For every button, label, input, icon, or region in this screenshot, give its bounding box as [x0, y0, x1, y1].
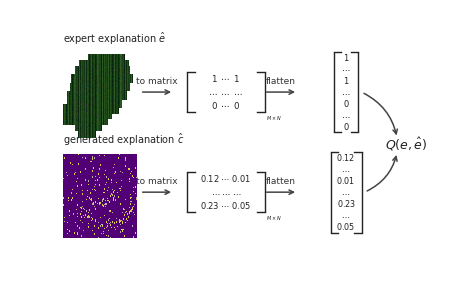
Text: $0$: $0$ [343, 98, 349, 109]
Text: flatten: flatten [266, 77, 296, 86]
Text: $0.23 \; \cdots \; 0.05$: $0.23 \; \cdots \; 0.05$ [201, 200, 251, 211]
Text: $\cdots$: $\cdots$ [341, 188, 351, 197]
Text: $1$: $1$ [343, 52, 349, 63]
Text: $_{M \times N}$: $_{M \times N}$ [266, 214, 282, 223]
Text: $0.05$: $0.05$ [337, 221, 356, 232]
Text: $\cdots$: $\cdots$ [341, 164, 351, 174]
Text: $Q(e, \hat{e})$: $Q(e, \hat{e})$ [385, 136, 428, 153]
Text: $\cdots$: $\cdots$ [341, 88, 351, 97]
Text: to matrix: to matrix [136, 77, 178, 86]
Text: $0.12 \; \cdots \; 0.01$: $0.12 \; \cdots \; 0.01$ [200, 173, 252, 184]
Text: expert explanation $\hat{e}$: expert explanation $\hat{e}$ [63, 31, 166, 47]
Text: $\cdots$: $\cdots$ [341, 111, 351, 120]
Text: $\cdots$: $\cdots$ [341, 64, 351, 74]
Text: $\cdots$: $\cdots$ [341, 211, 351, 220]
Text: $0.01$: $0.01$ [337, 175, 356, 186]
Text: $_{M \times N}$: $_{M \times N}$ [266, 114, 282, 123]
Text: $\cdots \enspace \cdots \enspace \cdots$: $\cdots \enspace \cdots \enspace \cdots$ [208, 88, 244, 97]
Text: $0.12$: $0.12$ [337, 152, 356, 163]
Text: $1 \enspace \cdots \enspace 1$: $1 \enspace \cdots \enspace 1$ [211, 73, 240, 84]
Text: $0.23$: $0.23$ [337, 198, 356, 209]
Text: $0$: $0$ [343, 121, 349, 132]
Text: $0 \enspace \cdots \enspace 0$: $0 \enspace \cdots \enspace 0$ [211, 100, 241, 111]
Text: generated explanation $\hat{c}$: generated explanation $\hat{c}$ [63, 131, 184, 148]
Text: flatten: flatten [266, 177, 296, 186]
Text: to matrix: to matrix [136, 177, 178, 186]
Text: $\cdots \; \cdots \; \cdots$: $\cdots \; \cdots \; \cdots$ [210, 188, 241, 197]
Text: $1$: $1$ [343, 75, 349, 86]
